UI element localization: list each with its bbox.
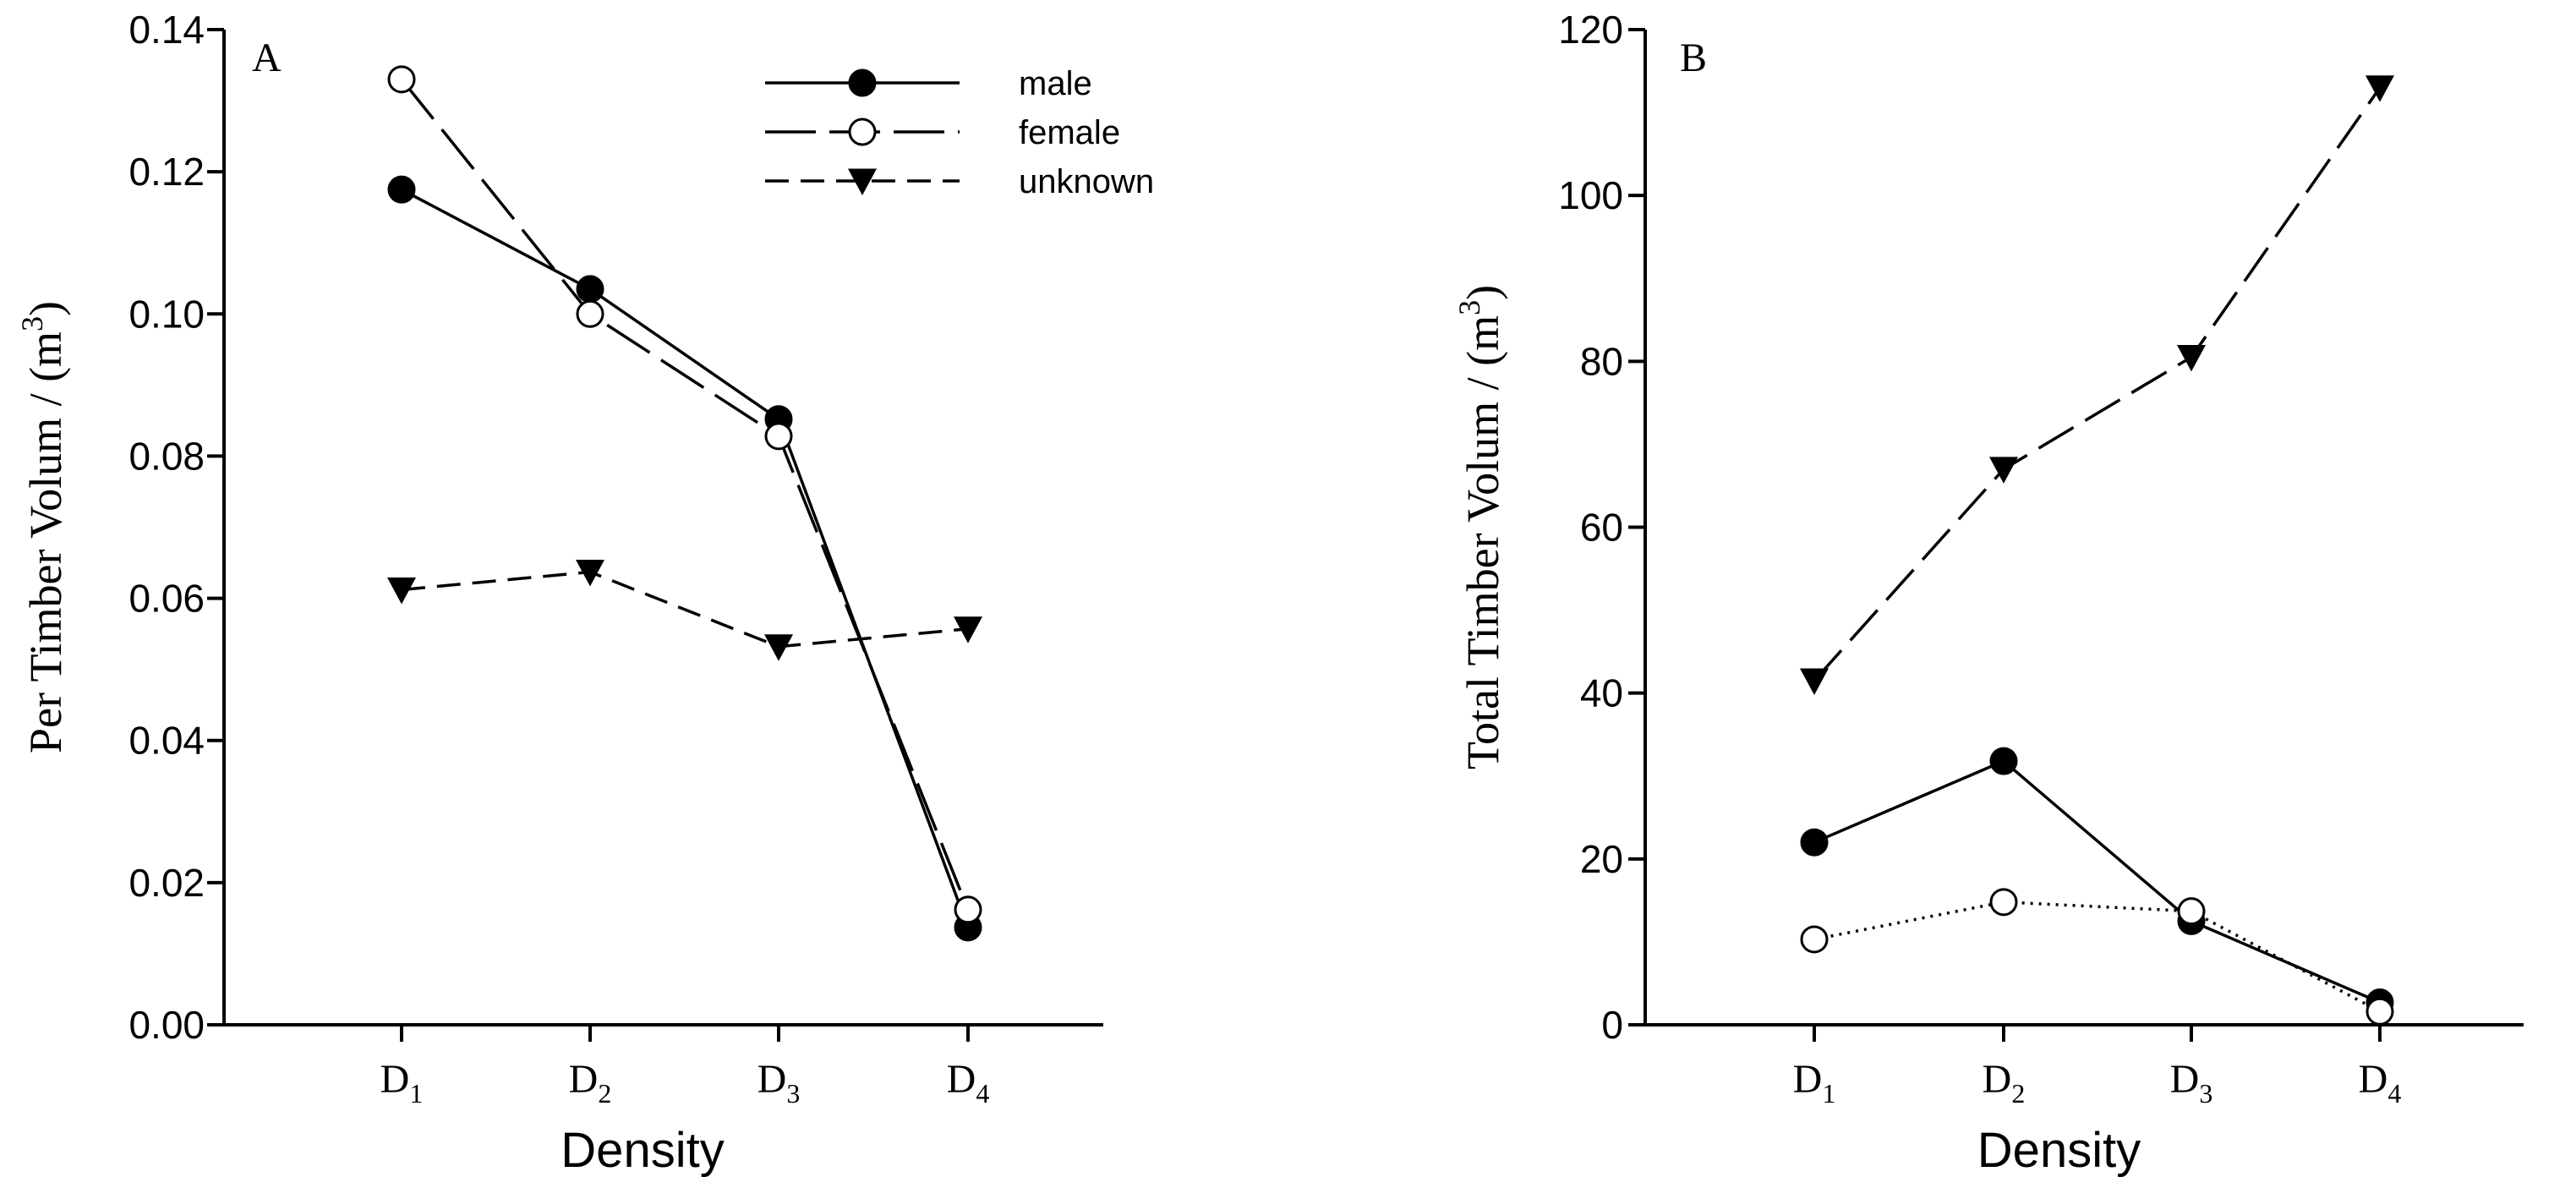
y-tick-label: 0.02: [129, 861, 205, 905]
data-point-unknown: [387, 578, 416, 605]
y-tick-label: 40: [1580, 671, 1623, 715]
data-point-male: [1989, 747, 2018, 775]
data-point-male: [387, 175, 416, 204]
panel-a: 0.00 0.02 0.04 0.06 0.08 0.10 0.12 0.14 D1 D2 D3 D4…: [15, 8, 1154, 1178]
x-tick-label: D3: [757, 1057, 801, 1109]
x-tick-label: D4: [2359, 1057, 2402, 1109]
y-tick-label: 0.06: [129, 577, 205, 621]
x-tick-label: D3: [2170, 1057, 2213, 1109]
y-tick-label: 80: [1580, 339, 1623, 383]
data-point-unknown: [764, 634, 793, 661]
data-point-unknown: [2177, 344, 2206, 372]
data-point-male: [1800, 828, 1829, 857]
x-tick-label: D2: [569, 1057, 612, 1109]
panel-label: B: [1680, 36, 1707, 80]
x-axis-label: Density: [561, 1123, 724, 1178]
series-line-unknown: [1813, 86, 2382, 682]
data-point-female: [576, 299, 604, 328]
data-point-female: [2177, 897, 2206, 926]
legend-label-male: male: [1019, 65, 1092, 102]
data-point-male: [576, 275, 604, 304]
data-point-unknown: [576, 560, 604, 587]
y-tick-label: 0.04: [129, 719, 205, 763]
y-tick-label: 20: [1580, 837, 1623, 881]
series-line-female: [1813, 901, 2381, 1013]
data-point-unknown: [1989, 457, 2018, 484]
data-point-unknown: [1800, 668, 1829, 695]
y-tick-label: 60: [1580, 506, 1623, 550]
legend-marker-unknown: [848, 168, 877, 195]
y-tick-label: 0: [1601, 1003, 1623, 1047]
data-point-female: [1989, 888, 2018, 917]
y-tick-label: 0.12: [129, 150, 205, 194]
y-tick-label: 0.10: [129, 292, 205, 336]
series-line-unknown: [401, 570, 969, 649]
y-tick-label: 100: [1558, 173, 1623, 217]
legend-label-female: female: [1019, 114, 1120, 151]
series-line-female: [400, 78, 970, 911]
series-line-male: [1813, 759, 2381, 1005]
data-point-female: [2365, 997, 2394, 1026]
legend-marker-male: [848, 68, 877, 97]
series-line-male: [401, 188, 970, 928]
data-point-unknown: [954, 616, 982, 643]
y-tick-label: 0.00: [129, 1003, 205, 1047]
x-tick-label: D4: [947, 1057, 990, 1109]
legend-label-unknown: unknown: [1019, 163, 1154, 200]
x-tick-label: D2: [1983, 1057, 2026, 1109]
data-point-unknown: [2365, 75, 2394, 102]
x-tick-label: D1: [380, 1057, 424, 1109]
y-tick-label: 0.14: [129, 8, 205, 52]
legend-marker-female: [848, 118, 877, 146]
data-point-female: [387, 65, 416, 94]
y-axis-label: Per Timber Volum / (m3): [15, 301, 71, 753]
y-tick-label: 120: [1558, 8, 1623, 52]
panel-label: A: [252, 36, 282, 80]
x-axis-label: Density: [1977, 1123, 2141, 1178]
data-point-female: [764, 422, 793, 451]
y-tick-label: 0.08: [129, 434, 205, 478]
legend: male female unknown: [765, 65, 1154, 200]
data-point-female: [1800, 925, 1829, 954]
x-tick-label: D1: [1793, 1057, 1836, 1109]
data-point-female: [954, 895, 982, 924]
y-axis-label: Total Timber Volum / (m3): [1452, 285, 1508, 769]
panel-b: 0 20 40 60 80 100 120 D1 D2 D3 D4 Density Total Timb…: [1452, 8, 2524, 1178]
